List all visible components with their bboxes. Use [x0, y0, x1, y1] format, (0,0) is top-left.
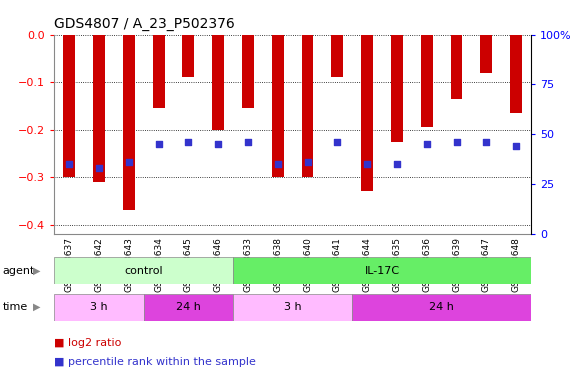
Text: 24 h: 24 h — [429, 302, 454, 312]
Point — [124, 159, 133, 166]
Text: ▶: ▶ — [33, 302, 41, 312]
Text: agent: agent — [3, 266, 35, 276]
Bar — [361, 35, 373, 192]
Text: GDS4807 / A_23_P502376: GDS4807 / A_23_P502376 — [54, 17, 235, 31]
Bar — [331, 35, 343, 77]
Point — [184, 139, 193, 146]
Point — [512, 143, 521, 149]
Text: ■ log2 ratio: ■ log2 ratio — [54, 338, 122, 348]
Text: IL-17C: IL-17C — [364, 266, 400, 276]
Bar — [242, 35, 254, 108]
Bar — [93, 35, 105, 182]
Bar — [144, 294, 233, 321]
Text: control: control — [124, 266, 163, 276]
Bar — [272, 35, 284, 177]
Point — [214, 141, 223, 147]
Point — [154, 141, 163, 147]
Point — [303, 159, 312, 166]
Bar — [301, 35, 313, 177]
Point — [273, 161, 282, 167]
Text: time: time — [3, 302, 28, 312]
Bar — [182, 35, 194, 77]
Point — [65, 161, 74, 167]
Bar — [391, 35, 403, 142]
Bar — [451, 35, 463, 99]
Bar — [352, 294, 531, 321]
Bar — [54, 294, 144, 321]
Bar — [510, 35, 522, 113]
Bar — [63, 35, 75, 177]
Text: ▶: ▶ — [33, 266, 41, 276]
Bar — [152, 35, 164, 108]
Point — [392, 161, 401, 167]
Point — [482, 139, 491, 146]
Bar — [421, 35, 433, 127]
Bar — [123, 35, 135, 210]
Point — [94, 165, 103, 171]
Text: 24 h: 24 h — [176, 302, 201, 312]
Bar — [480, 35, 492, 73]
Point — [363, 161, 372, 167]
Bar — [233, 257, 531, 284]
Bar — [212, 35, 224, 130]
Point — [422, 141, 431, 147]
Bar — [233, 294, 352, 321]
Point — [333, 139, 342, 146]
Text: 3 h: 3 h — [90, 302, 108, 312]
Text: 3 h: 3 h — [284, 302, 301, 312]
Bar — [54, 257, 233, 284]
Point — [243, 139, 252, 146]
Text: ■ percentile rank within the sample: ■ percentile rank within the sample — [54, 357, 256, 367]
Point — [452, 139, 461, 146]
